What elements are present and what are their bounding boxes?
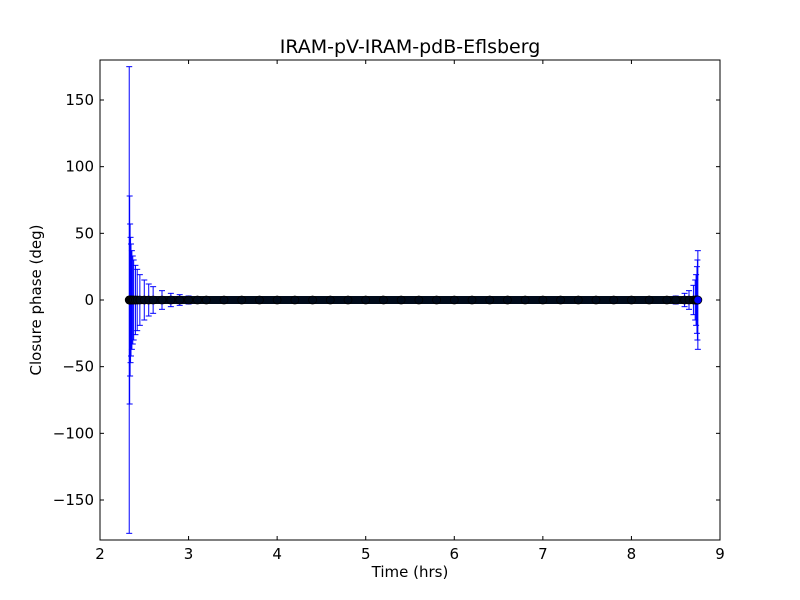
marker-band	[401, 296, 419, 304]
data-point	[671, 295, 681, 305]
data-point	[184, 295, 193, 305]
data-point	[414, 295, 424, 305]
data-point	[485, 295, 495, 305]
data-point	[148, 295, 158, 305]
data-point	[175, 295, 185, 305]
y-tick-label: −50	[62, 358, 94, 376]
marker-band	[560, 296, 579, 304]
chart-title: IRAM-pV-IRAM-pdB-Eflsberg	[280, 36, 541, 58]
x-tick-label: 8	[627, 545, 637, 563]
x-tick-label: 2	[95, 545, 105, 563]
x-tick-label: 9	[715, 545, 725, 563]
marker-band	[489, 296, 508, 304]
marker-band	[418, 296, 437, 304]
data-point	[379, 295, 388, 305]
y-tick-label: 50	[75, 224, 94, 242]
data-point	[272, 295, 282, 305]
y-axis-label: Closure phase (deg)	[27, 225, 45, 376]
marker-band	[383, 296, 402, 304]
data-point	[325, 295, 335, 305]
data-point	[166, 295, 176, 305]
marker-band	[170, 296, 180, 304]
marker-band	[197, 296, 207, 304]
data-point	[157, 295, 167, 305]
data-point	[396, 295, 406, 305]
data-point	[449, 295, 459, 305]
y-tick-label: 150	[65, 91, 94, 109]
y-tick-label: 100	[65, 158, 94, 176]
plot-marks	[124, 66, 703, 534]
x-tick-label: 7	[538, 545, 548, 563]
marker-band	[631, 296, 650, 304]
x-tick-label: 4	[272, 545, 282, 563]
data-point	[467, 295, 477, 305]
marker-band	[542, 296, 561, 304]
data-point	[201, 295, 211, 305]
data-point	[693, 295, 703, 305]
data-point	[662, 295, 672, 305]
data-point	[237, 295, 247, 305]
marker-band	[578, 296, 596, 304]
data-point	[308, 295, 317, 305]
marker-band	[596, 296, 614, 304]
marker-band	[613, 296, 632, 304]
marker-band	[507, 296, 526, 304]
marker-band	[224, 296, 242, 304]
data-point	[343, 295, 353, 305]
x-tick-label: 5	[361, 545, 371, 563]
data-point	[573, 295, 583, 305]
data-point	[361, 295, 371, 305]
data-point	[520, 295, 530, 305]
marker-band	[259, 296, 278, 304]
data-point	[219, 295, 229, 305]
data-point	[432, 295, 441, 305]
marker-band	[188, 296, 198, 304]
marker-band	[330, 296, 348, 304]
marker-band	[525, 296, 543, 304]
marker-band	[206, 296, 224, 304]
marker-band	[348, 296, 366, 304]
marker-band	[179, 296, 189, 304]
marker-band	[241, 296, 260, 304]
ticks: 2 3 4 5 6 7 8 9 −150 −100 −50 0 50 100 150	[53, 60, 725, 563]
marker-band	[277, 296, 295, 304]
marker-band	[312, 296, 331, 304]
marker-band	[365, 296, 384, 304]
data-point	[290, 295, 300, 305]
data-point	[627, 295, 636, 305]
marker-band	[666, 296, 676, 304]
marker-band	[153, 296, 162, 304]
y-tick-label: 0	[84, 291, 94, 309]
data-point	[591, 295, 601, 305]
data-point	[556, 295, 565, 305]
marker-band	[454, 296, 472, 304]
x-axis-label: Time (hrs)	[371, 563, 449, 581]
marker-band	[436, 296, 455, 304]
data-point	[538, 295, 548, 305]
data-point	[193, 295, 202, 305]
marker-band	[162, 296, 171, 304]
marker-band	[294, 296, 313, 304]
data-point	[609, 295, 619, 305]
marker-band	[675, 296, 685, 304]
data-point	[255, 295, 264, 305]
data-point	[503, 295, 512, 305]
marker-band	[649, 296, 667, 304]
data-point	[644, 295, 654, 305]
marker-band	[472, 296, 490, 304]
x-tick-label: 6	[450, 545, 460, 563]
x-tick-label: 3	[184, 545, 194, 563]
y-tick-label: −150	[53, 491, 94, 509]
y-tick-label: −100	[53, 424, 94, 442]
